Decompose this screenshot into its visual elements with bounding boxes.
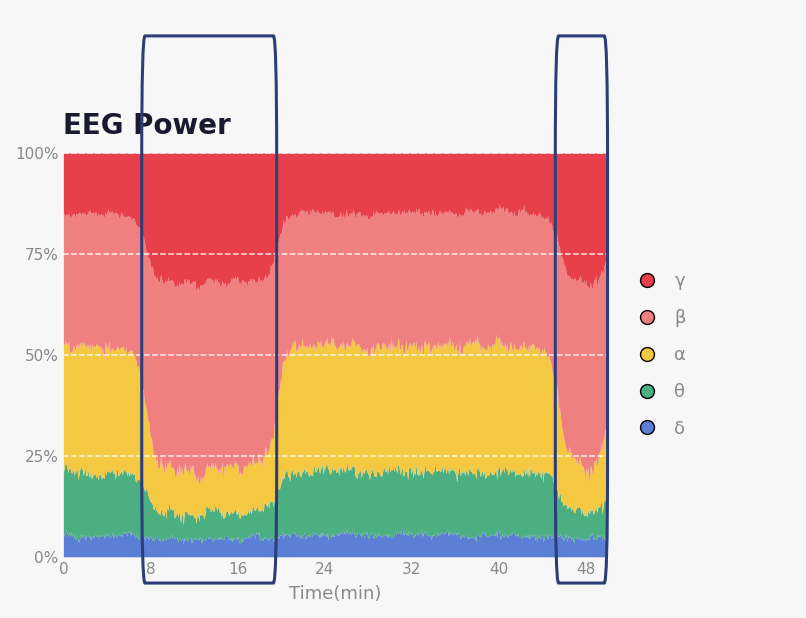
Text: EEG Power: EEG Power xyxy=(64,112,231,140)
X-axis label: Time(min): Time(min) xyxy=(289,585,382,603)
Legend: γ, β, α, θ, δ: γ, β, α, θ, δ xyxy=(622,265,693,445)
